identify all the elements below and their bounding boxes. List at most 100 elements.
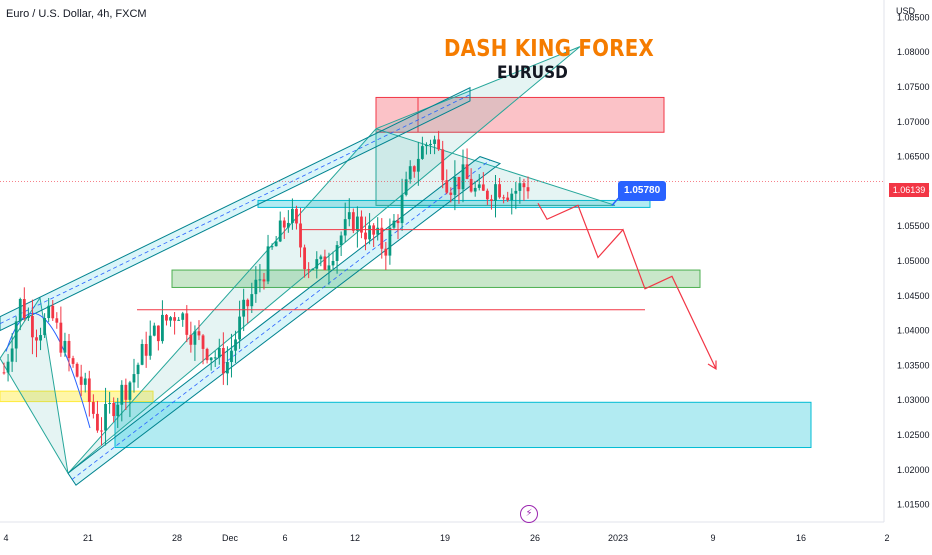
currency-label: USD	[896, 6, 916, 16]
candle-body	[112, 403, 116, 417]
candle-body	[522, 183, 526, 188]
candle-body	[453, 176, 457, 195]
candle-body	[485, 190, 489, 200]
candles	[2, 130, 530, 446]
projection-line	[537, 202, 717, 370]
candle-body	[347, 212, 351, 220]
y-tick-label: 1.05000	[897, 256, 930, 266]
x-tick-label: 9	[710, 533, 715, 543]
candle-body	[408, 166, 412, 180]
lower-channel-mid	[71, 159, 491, 480]
candle-body	[2, 372, 6, 374]
candle-body	[128, 382, 132, 400]
candle-body	[473, 187, 477, 192]
candle-body	[79, 376, 83, 385]
candle-body	[481, 184, 485, 191]
candle-body	[270, 246, 274, 248]
candle-body	[104, 403, 107, 431]
supply-zone	[375, 96, 665, 133]
candle-body	[380, 227, 384, 249]
candle-body	[514, 190, 518, 194]
candle-body	[425, 145, 428, 147]
candle-body	[83, 378, 87, 385]
candle-body	[433, 139, 436, 144]
candle-body	[177, 319, 181, 321]
candle-body	[502, 197, 506, 199]
levels	[0, 181, 884, 311]
y-tick-label: 1.08000	[897, 47, 930, 57]
candle-body	[39, 335, 42, 341]
candle-body	[307, 269, 311, 271]
candle-body	[449, 192, 453, 195]
upper-channel-mid	[0, 94, 471, 324]
candle-body	[412, 166, 416, 172]
x-tick-label: 12	[350, 533, 360, 543]
candle-body	[469, 178, 473, 192]
candle-body	[311, 268, 315, 270]
time-axis: 4 21 28 Dec 6 12 19 26 2023 9 16 2	[0, 521, 890, 543]
lightning-icon[interactable]: ⚡	[520, 505, 538, 523]
candle-body	[47, 305, 51, 319]
candle-body	[230, 350, 233, 363]
candle-body	[201, 335, 205, 349]
candle-body	[221, 347, 225, 374]
candle-body	[437, 139, 441, 150]
candle-body	[461, 164, 465, 190]
candle-body	[75, 363, 79, 377]
candle-body	[6, 361, 10, 373]
candle-body	[144, 344, 148, 356]
candle-body	[498, 184, 501, 198]
x-tick-label: 2023	[608, 533, 628, 543]
candle-body	[59, 322, 63, 353]
demand-low-zone	[114, 401, 812, 449]
candle-body	[323, 256, 327, 270]
last-price-tag: 1.06139	[889, 183, 929, 197]
candle-body	[213, 357, 217, 359]
candle-body	[526, 187, 530, 192]
candle-body	[87, 378, 91, 402]
candle-body	[299, 223, 302, 248]
lower-channel	[67, 156, 502, 486]
candle-body	[140, 344, 144, 365]
candle-body	[343, 219, 347, 236]
candle-body	[376, 227, 380, 235]
x-tick-label: 6	[282, 533, 287, 543]
candle-body	[165, 314, 168, 321]
candle-body	[234, 339, 237, 351]
candle-body	[396, 220, 400, 224]
candle-body	[494, 184, 497, 201]
candle-body	[360, 216, 363, 233]
candle-body	[161, 314, 164, 342]
candle-body	[266, 246, 270, 282]
candle-body	[63, 340, 67, 353]
candle-body	[278, 220, 282, 242]
candle-body	[416, 158, 420, 172]
candle-body	[327, 265, 331, 270]
candle-body	[490, 199, 493, 201]
candle-body	[124, 384, 128, 400]
y-tick-label: 1.08500	[897, 12, 930, 22]
demand-mid-zone	[171, 269, 701, 288]
x-tick-label: 19	[440, 533, 450, 543]
candle-body	[429, 143, 432, 146]
y-tick-label: 1.05500	[897, 221, 930, 231]
y-tick-label: 1.04500	[897, 291, 930, 301]
candle-body	[18, 299, 22, 322]
candle-body	[262, 279, 266, 282]
candle-body	[400, 194, 404, 224]
pair-title: EURUSD	[497, 63, 568, 83]
candle-body	[238, 316, 241, 340]
candle-body	[209, 357, 213, 361]
candle-body	[120, 384, 124, 405]
candle-body	[156, 325, 160, 342]
candle-body	[404, 179, 408, 195]
candle-body	[465, 164, 469, 179]
price-callout[interactable]: 1.05780	[618, 181, 667, 201]
candle-body	[242, 299, 246, 317]
candle-body	[335, 245, 339, 262]
candle-body	[258, 279, 262, 281]
candle-body	[108, 403, 112, 405]
candle-body	[132, 374, 136, 383]
